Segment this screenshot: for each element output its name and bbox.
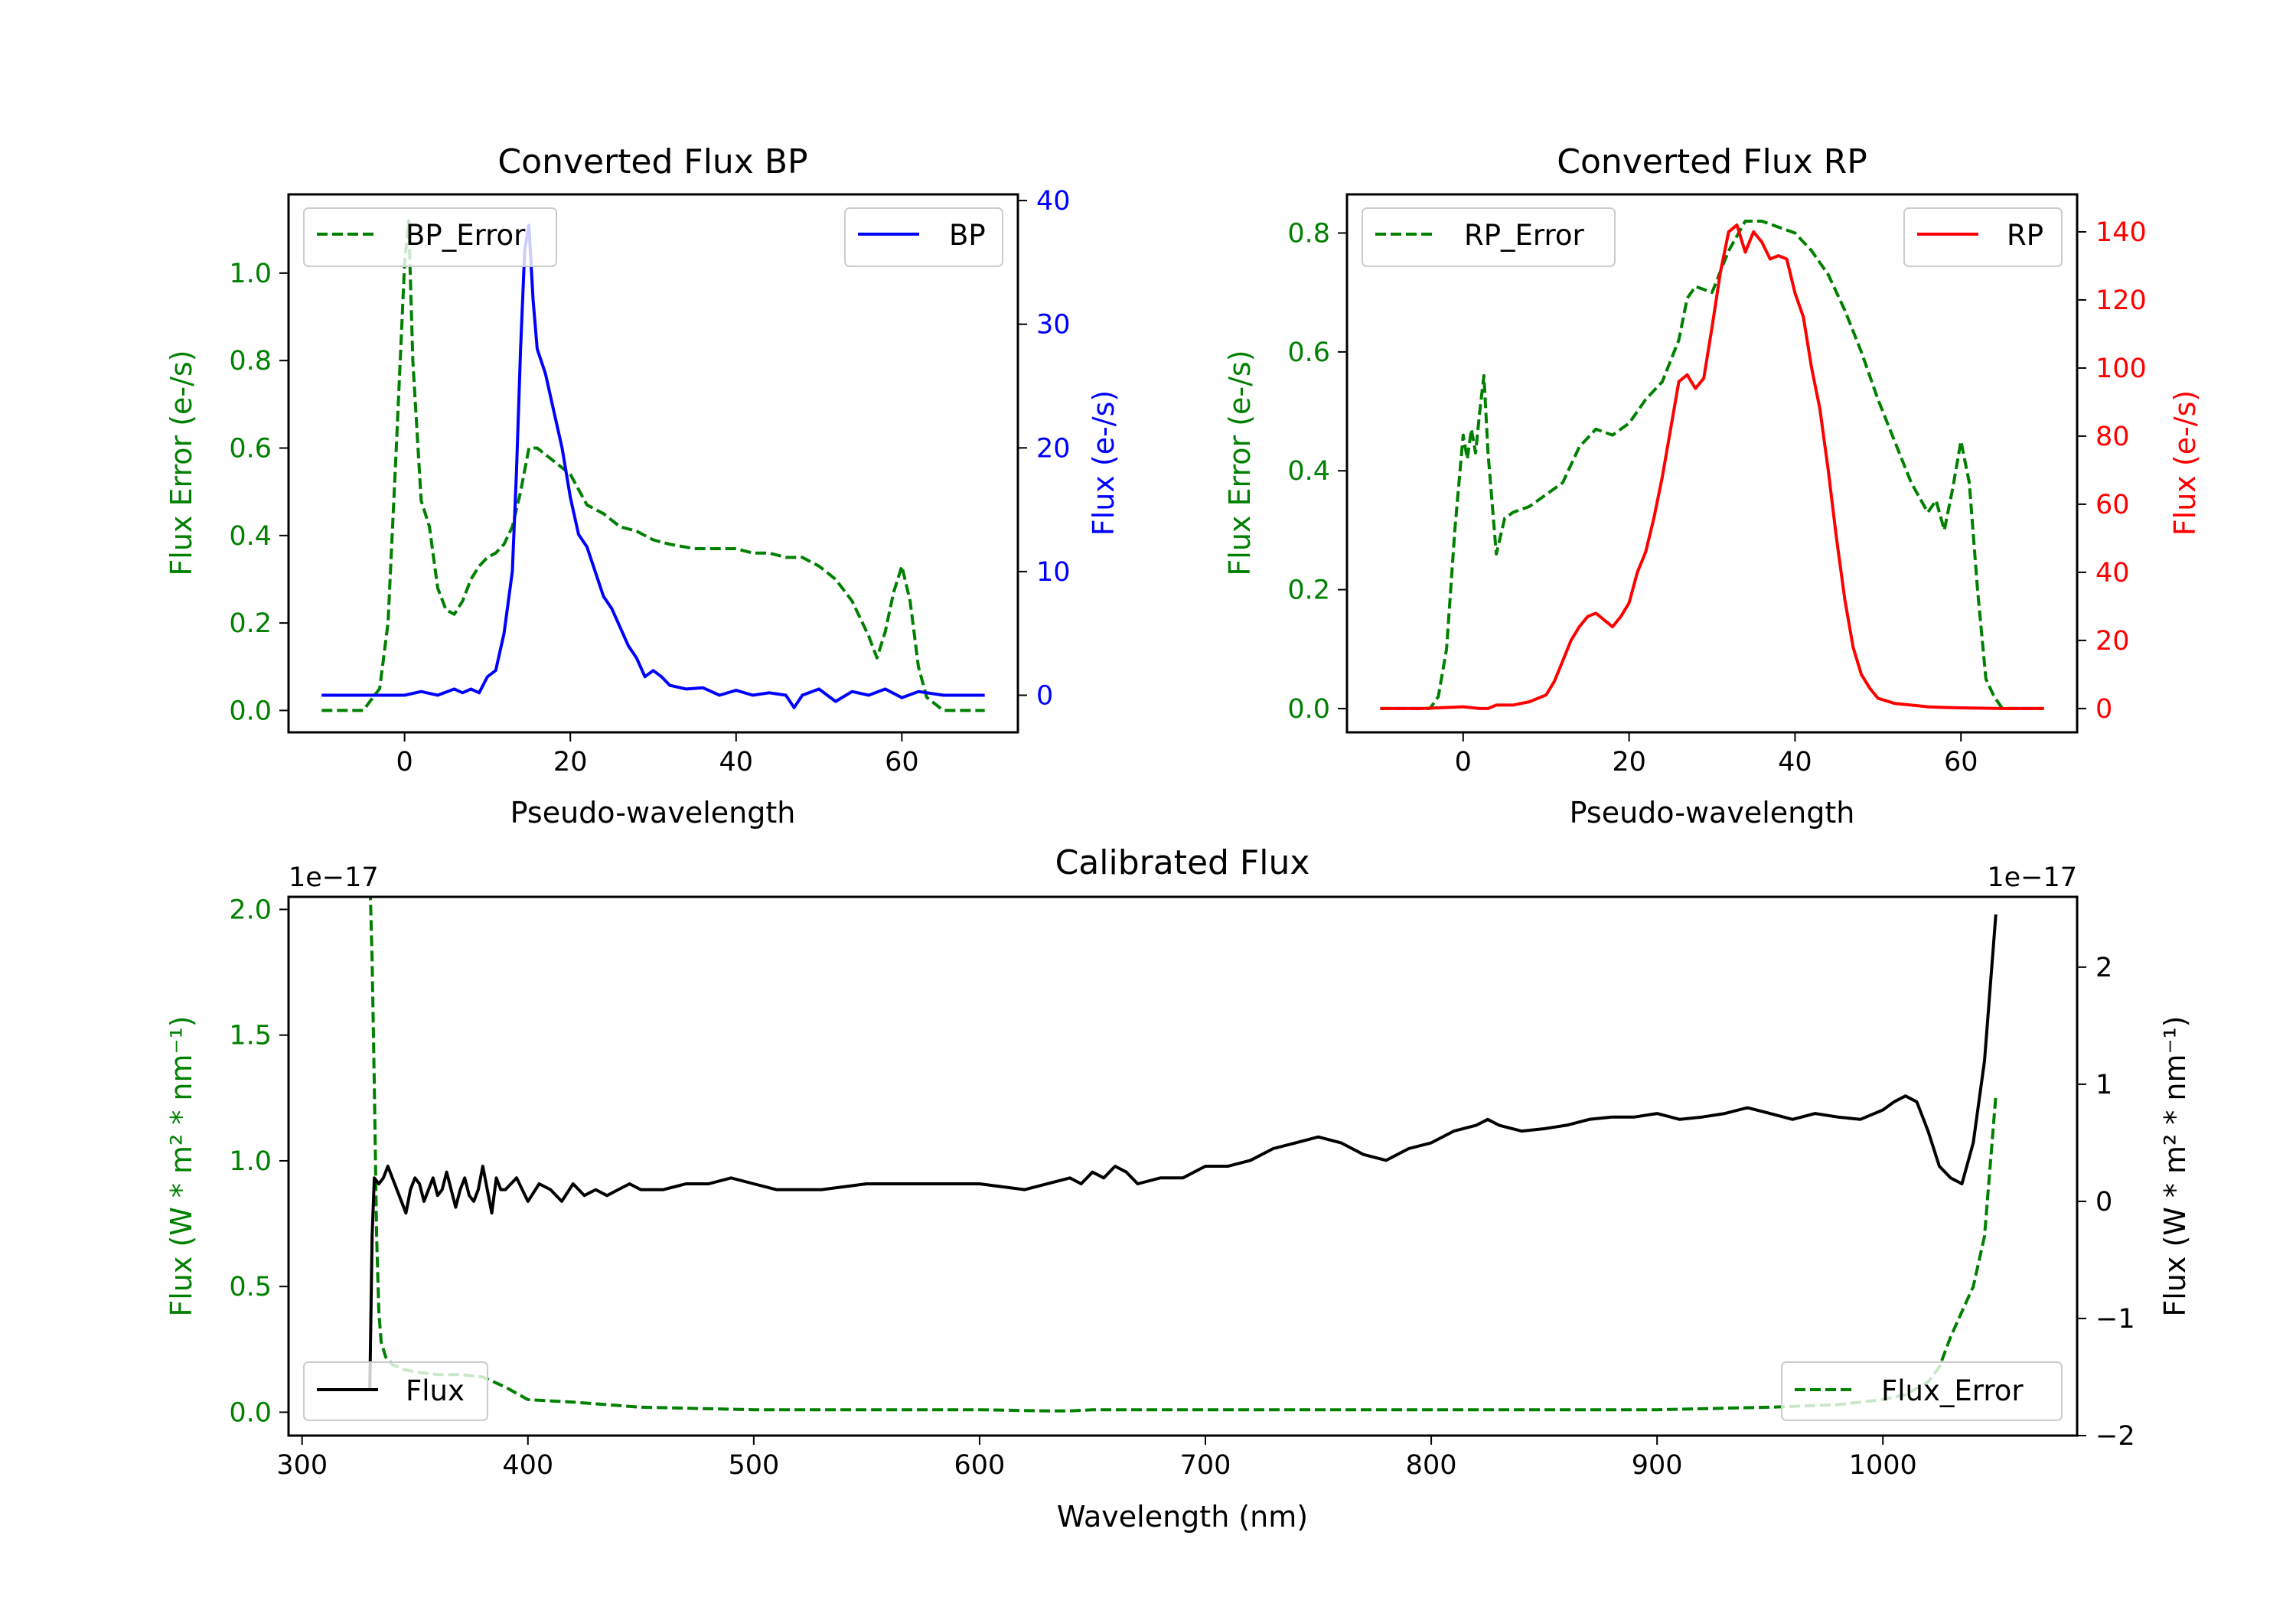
calibrated-xtick-label: 300 bbox=[276, 1450, 328, 1481]
legend-rp-error[interactable]: RP_Error bbox=[1362, 207, 1616, 267]
calibrated-xtick-label: 1000 bbox=[1849, 1450, 1917, 1481]
bp-ytick-left-label: 0.6 bbox=[229, 433, 272, 464]
chart-rp: Converted Flux RP 0 20 40 60 0.0 0.2 0.4 0.6 0.8… bbox=[1223, 142, 2202, 830]
legend-rp-error-label: RP_Error bbox=[1464, 219, 1584, 252]
rp-ytick-right-label: 120 bbox=[2095, 285, 2147, 316]
bp-ytick-left-label: 0.0 bbox=[229, 696, 272, 726]
calibrated-ytick-right-label: 0 bbox=[2095, 1187, 2112, 1217]
rp-ytick-right-label: 140 bbox=[2095, 217, 2147, 248]
calibrated-series-flux bbox=[368, 914, 1998, 1389]
bp-ytick-right-label: 30 bbox=[1036, 310, 1071, 341]
calibrated-xtick-label: 400 bbox=[502, 1450, 553, 1481]
bp-xtick-label: 40 bbox=[719, 747, 754, 777]
calibrated-ytick-right-label: 1 bbox=[2095, 1070, 2112, 1100]
calibrated-xtick-label: 500 bbox=[728, 1450, 779, 1481]
calibrated-ytick-left-label: 2.0 bbox=[229, 895, 272, 925]
rp-ytick-left-label: 0.6 bbox=[1287, 337, 1330, 368]
chart-calibrated-ylabel-left: Flux (W * m² * nm⁻¹) bbox=[165, 1015, 198, 1316]
legend-flux-error-label: Flux_Error bbox=[1881, 1374, 2024, 1407]
chart-bp-title: Converted Flux BP bbox=[497, 142, 807, 181]
chart-rp-title: Converted Flux RP bbox=[1557, 142, 1867, 181]
calibrated-xtick-label: 600 bbox=[954, 1450, 1006, 1481]
calibrated-xtick-label: 900 bbox=[1632, 1450, 1683, 1481]
chart-bp-ylabel-left: Flux Error (e-/s) bbox=[165, 350, 198, 575]
bp-ytick-right-label: 40 bbox=[1036, 186, 1071, 217]
calibrated-ytick-left-label: 0.5 bbox=[229, 1272, 272, 1302]
legend-flux-label: Flux bbox=[406, 1374, 465, 1407]
chart-calibrated-frame bbox=[287, 895, 2079, 1437]
chart-bp-ylabel-right: Flux (e-/s) bbox=[1087, 390, 1120, 536]
bp-ytick-right-label: 0 bbox=[1036, 681, 1053, 712]
bp-ytick-left-label: 0.2 bbox=[229, 608, 272, 639]
calibrated-xtick-label: 700 bbox=[1180, 1450, 1231, 1481]
chart-calibrated-title: Calibrated Flux bbox=[1055, 843, 1310, 882]
chart-calibrated-ylabel-right: Flux (W * m² * nm⁻¹) bbox=[2158, 1015, 2192, 1316]
rp-xtick-label: 60 bbox=[1944, 747, 1978, 777]
chart-calibrated: Calibrated Flux 300 400 500 600 700 800 900 100… bbox=[165, 843, 2192, 1534]
rp-ytick-right-label: 20 bbox=[2095, 626, 2130, 657]
chart-bp-frame bbox=[287, 193, 1019, 734]
calibrated-ytick-left-label: 1.5 bbox=[229, 1021, 272, 1051]
calibrated-xtick-label: 800 bbox=[1406, 1450, 1457, 1481]
rp-ytick-left-label: 0.0 bbox=[1287, 694, 1330, 725]
rp-ytick-left-label: 0.4 bbox=[1287, 456, 1330, 487]
legend-bp-error-label: BP_Error bbox=[406, 219, 526, 252]
bp-ytick-left-label: 0.8 bbox=[229, 346, 272, 376]
rp-ytick-right-label: 0 bbox=[2095, 694, 2112, 725]
rp-xtick-label: 0 bbox=[1455, 747, 1472, 777]
bp-ytick-right-label: 10 bbox=[1036, 557, 1071, 588]
chart-rp-frame bbox=[1345, 193, 2079, 734]
bp-xtick-label: 0 bbox=[396, 747, 413, 777]
rp-ytick-left-label: 0.2 bbox=[1287, 575, 1330, 606]
legend-rp[interactable]: RP bbox=[1903, 207, 2063, 267]
legend-flux[interactable]: Flux bbox=[303, 1361, 488, 1421]
offset-right: 1e−17 bbox=[1987, 862, 2077, 893]
chart-bp: Converted Flux BP 0 20 40 60 0.0 0.2 0.4 0.6 0.8… bbox=[165, 142, 1120, 830]
calibrated-ytick-right-label: 2 bbox=[2095, 953, 2112, 983]
bp-ytick-right-label: 20 bbox=[1036, 433, 1071, 464]
rp-series-rp bbox=[1380, 223, 2044, 710]
bp-ytick-left-label: 0.4 bbox=[229, 521, 272, 552]
offset-left: 1e−17 bbox=[289, 862, 379, 893]
chart-calibrated-xlabel: Wavelength (nm) bbox=[1057, 1500, 1308, 1534]
rp-ytick-right-label: 100 bbox=[2095, 354, 2147, 384]
rp-xtick-label: 20 bbox=[1612, 747, 1646, 777]
rp-ytick-left-label: 0.8 bbox=[1287, 218, 1330, 249]
calibrated-ytick-right-label: −2 bbox=[2095, 1421, 2135, 1452]
calibrated-ytick-left-label: 0.0 bbox=[229, 1397, 272, 1428]
rp-xtick-label: 40 bbox=[1778, 747, 1812, 777]
bp-series-bp-error bbox=[321, 219, 985, 712]
chart-bp-xlabel: Pseudo-wavelength bbox=[510, 796, 796, 830]
legend-bp-label: BP bbox=[949, 219, 986, 252]
chart-rp-ylabel-left: Flux Error (e-/s) bbox=[1223, 350, 1257, 575]
rp-ytick-right-label: 80 bbox=[2095, 422, 2130, 452]
legend-rp-label: RP bbox=[2007, 219, 2043, 252]
calibrated-ytick-right-label: −1 bbox=[2095, 1304, 2135, 1335]
chart-rp-ylabel-right: Flux (e-/s) bbox=[2168, 390, 2202, 536]
rp-ytick-right-label: 60 bbox=[2095, 490, 2130, 520]
legend-flux-error[interactable]: Flux_Error bbox=[1781, 1361, 2063, 1421]
bp-xtick-label: 20 bbox=[553, 747, 588, 777]
legend-bp-error[interactable]: BP_Error bbox=[303, 207, 557, 267]
calibrated-ytick-left-label: 1.0 bbox=[229, 1146, 272, 1177]
legend-bp[interactable]: BP bbox=[844, 207, 1003, 267]
bp-series-bp bbox=[321, 223, 985, 709]
bp-xtick-label: 60 bbox=[885, 747, 919, 777]
rp-ytick-right-label: 40 bbox=[2095, 558, 2130, 588]
bp-ytick-left-label: 1.0 bbox=[229, 259, 272, 289]
chart-rp-xlabel: Pseudo-wavelength bbox=[1570, 796, 1855, 830]
